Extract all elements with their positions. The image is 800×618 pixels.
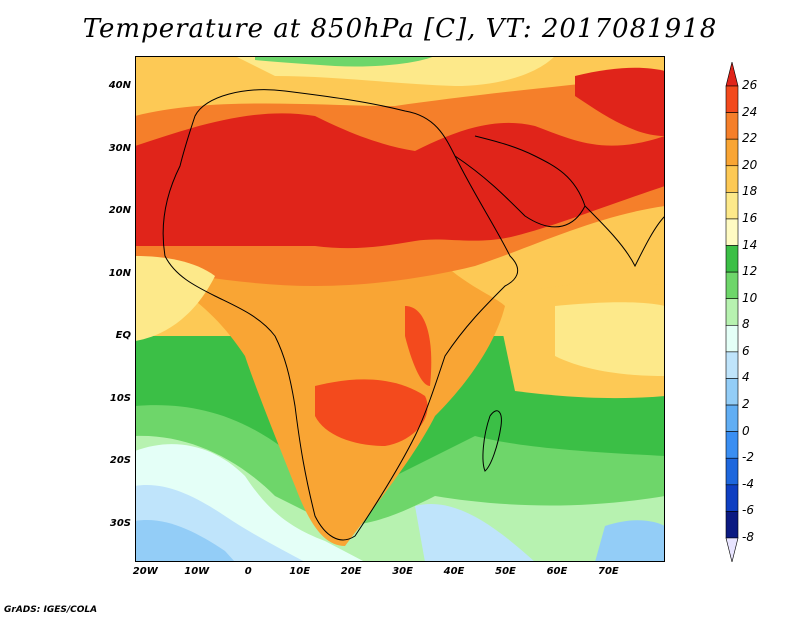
india-coastline [584, 205, 665, 268]
colorbar-level-label: 18 [742, 184, 758, 199]
map-panel [135, 56, 665, 562]
colorbar-swatch [725, 62, 739, 87]
colorbar-swatch [725, 351, 739, 379]
colorbar-swatch [725, 271, 739, 300]
lon-tick-label: 0 [244, 566, 252, 577]
colorbar-level-label: 26 [742, 78, 758, 92]
colorbar-level-label: 8 [742, 317, 750, 332]
field-indian-ocean-pale [555, 302, 665, 376]
field-south-east-blue2 [595, 520, 665, 562]
colorbar-level-label: 0 [742, 423, 750, 438]
colorbar-level-label: 14 [742, 237, 758, 252]
colorbar-level-label: -2 [742, 450, 754, 465]
colorbar-level-label: 10 [742, 290, 758, 305]
field-east-hot [575, 67, 665, 136]
lat-tick-label: 30N [108, 142, 131, 154]
map-frame [135, 56, 665, 562]
field-north-green [255, 56, 435, 67]
field-southern-hot [315, 379, 428, 446]
colorbar-swatch [725, 298, 739, 326]
lat-tick-label: EQ [115, 330, 131, 342]
colorbar-level-label: 22 [742, 131, 758, 146]
colorbar-level-label: -8 [742, 530, 754, 544]
colorbar-swatch [725, 324, 739, 353]
colorbar-swatch [725, 218, 739, 246]
colorbar-swatch [725, 165, 739, 193]
colorbar-level-label: -4 [742, 476, 754, 491]
lon-tick-label: 20E [340, 566, 362, 577]
colorbar [725, 62, 739, 562]
plot-title: Temperature at 850hPa [C], VT: 201708191… [82, 14, 718, 44]
colorbar-swatch [725, 378, 739, 406]
lat-tick-label: 30S [109, 517, 131, 529]
colorbar-level-label: -6 [742, 503, 754, 518]
colorbar-swatch [725, 192, 739, 220]
colorbar-level-label: 2 [742, 397, 750, 412]
madagascar-coastline [482, 410, 502, 472]
field-very-hot-belt [135, 113, 665, 249]
colorbar-swatch [725, 431, 739, 459]
africa-coastline [162, 89, 519, 541]
lon-tick-label: 10E [289, 566, 311, 577]
temperature-map [135, 56, 665, 562]
field-east-africa-hot [405, 306, 432, 386]
colorbar-swatch [725, 484, 739, 512]
field-south-east-blue [415, 504, 535, 562]
field-africa [175, 206, 505, 546]
colorbar-swatch [725, 138, 739, 167]
colorbar-level-label: 24 [742, 104, 758, 119]
lon-tick-label: 30E [392, 566, 413, 577]
lat-tick-label: 20N [108, 205, 131, 217]
lat-tick-label: 10S [109, 392, 131, 404]
colorbar-swatch [725, 112, 739, 140]
lat-tick-label: 20S [109, 455, 131, 467]
colorbar-level-label: 6 [742, 343, 750, 358]
colorbar-level-label: 4 [742, 370, 750, 385]
lon-tick-label: 70E [598, 566, 619, 577]
colorbar-swatch [725, 85, 739, 113]
lat-tick-label: 40N [108, 80, 131, 92]
lat-tick-label: 10N [108, 267, 131, 279]
lon-tick-label: 20W [132, 566, 158, 577]
colorbar-level-label: 16 [742, 210, 758, 225]
colorbar-swatch [725, 537, 739, 562]
footer-credit: GrADS: IGES/COLA [4, 605, 98, 615]
lon-tick-label: 50E [495, 566, 516, 577]
colorbar-swatch [725, 511, 739, 539]
colorbar-level-label: 12 [742, 264, 758, 279]
lon-tick-label: 60E [546, 566, 568, 577]
colorbar-swatch [725, 245, 739, 273]
colorbar-swatch [725, 457, 739, 486]
field-atlantic [135, 256, 215, 341]
colorbar-level-label: 20 [742, 157, 758, 172]
lon-tick-label: 40E [443, 566, 465, 577]
colorbar-swatch [725, 404, 739, 432]
lon-tick-label: 10W [184, 566, 210, 577]
field-south-blue [135, 520, 235, 562]
